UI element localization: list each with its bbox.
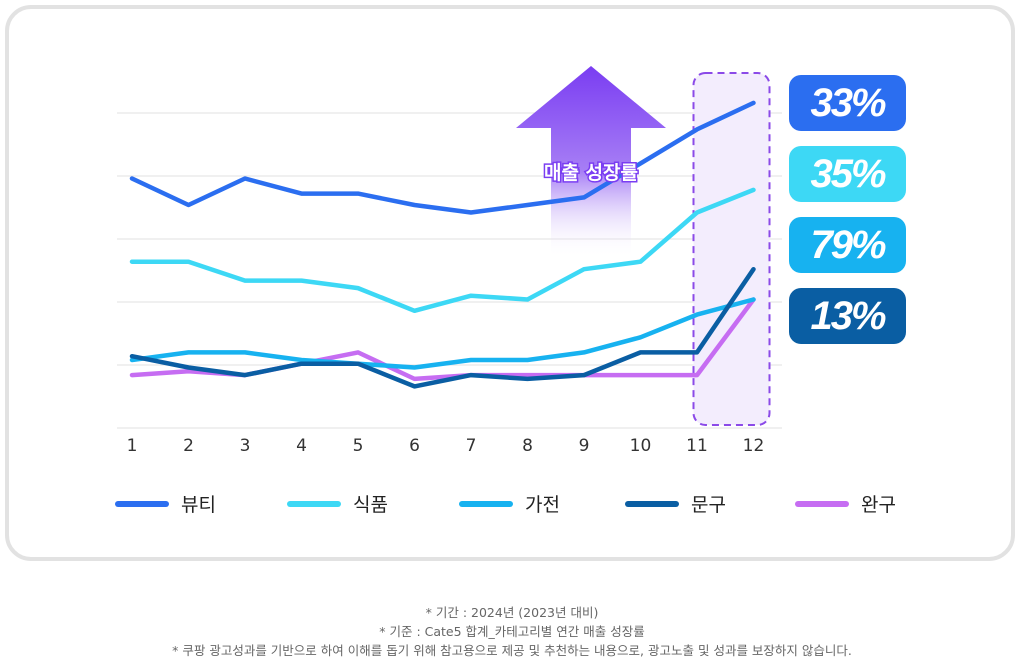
legend-label: 가전 <box>525 494 560 516</box>
series-line-4 <box>129 266 756 389</box>
legend-label: 뷰티 <box>181 494 216 516</box>
badge-beauty: 33% <box>789 75 906 131</box>
up-arrow-icon <box>516 66 666 258</box>
footnote: * 기간 : 2024년 (2023년 대비) <box>425 605 599 620</box>
legend-swatch <box>287 500 341 507</box>
x-tick-label: 7 <box>466 436 477 456</box>
badge-appliance: 79% <box>789 217 906 273</box>
growth-arrow <box>516 66 666 258</box>
x-axis-ticks: 1 2 3 4 5 6 7 8 9 10 11 12 <box>127 436 765 456</box>
x-tick-label: 3 <box>240 436 251 456</box>
legend-label: 식품 <box>353 494 388 516</box>
series-line-5 <box>129 297 756 382</box>
x-tick-label: 8 <box>522 436 533 456</box>
x-tick-label: 9 <box>579 436 590 456</box>
series-line-3 <box>129 297 756 370</box>
x-tick-label: 6 <box>409 436 420 456</box>
x-tick-label: 4 <box>296 436 307 456</box>
x-tick-label: 5 <box>353 436 364 456</box>
x-tick-label: 12 <box>743 436 765 456</box>
legend-item-appliance: 가전 <box>459 490 560 517</box>
line-chart: 1 2 3 4 5 6 7 8 9 10 11 12 매출 성장률 <box>117 66 782 456</box>
legend-item-stationery: 문구 <box>625 490 726 517</box>
series-line-1 <box>129 100 756 215</box>
legend-swatch <box>115 500 169 507</box>
legend-swatch <box>795 500 849 507</box>
series-lines <box>129 100 756 389</box>
legend-label: 완구 <box>861 494 896 516</box>
legend-swatch <box>625 500 679 507</box>
footnote: * 기준 : Cate5 합계_카테고리별 연간 매출 성장률 <box>379 624 645 639</box>
growth-annotation: 매출 성장률 <box>544 162 638 184</box>
legend-item-beauty: 뷰티 <box>115 490 216 517</box>
legend-item-food: 식품 <box>287 490 388 517</box>
highlight-box <box>692 72 771 426</box>
x-tick-label: 10 <box>630 436 652 456</box>
x-tick-label: 2 <box>183 436 194 456</box>
legend-label: 문구 <box>691 494 726 516</box>
legend-item-toys: 완구 <box>795 490 896 517</box>
series-line-2 <box>129 187 756 314</box>
chart-grid <box>117 112 782 429</box>
x-tick-label: 1 <box>127 436 138 456</box>
legend-swatch <box>459 500 513 507</box>
footnote: * 쿠팡 광고성과를 기반으로 하여 이해를 돕기 위해 참고용으로 제공 및 … <box>172 643 852 658</box>
x-tick-label: 11 <box>686 436 708 456</box>
badge-food: 35% <box>789 146 906 202</box>
footnotes: * 기간 : 2024년 (2023년 대비) * 기준 : Cate5 합계_… <box>0 603 1024 660</box>
badge-stationery: 13% <box>789 288 906 344</box>
highlight-column <box>692 72 771 426</box>
